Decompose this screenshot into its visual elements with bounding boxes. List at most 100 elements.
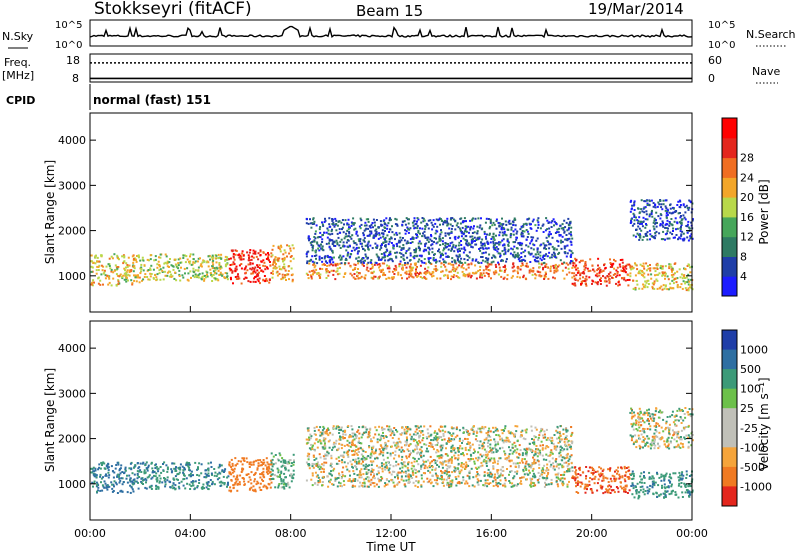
range-gate-cell xyxy=(217,257,220,260)
range-gate-cell xyxy=(547,277,550,280)
range-gate-cell xyxy=(455,484,458,487)
range-gate-cell xyxy=(565,427,568,429)
range-gate-cell xyxy=(368,234,371,237)
range-gate-cell xyxy=(310,244,313,246)
range-gate-cell xyxy=(186,258,189,261)
range-gate-cell xyxy=(419,434,422,437)
range-gate-cell xyxy=(645,262,648,265)
range-gate-cell xyxy=(112,277,115,280)
range-gate-cell xyxy=(219,485,222,487)
range-gate-cell xyxy=(501,250,504,253)
range-gate-cell xyxy=(509,449,512,452)
range-gate-cell xyxy=(657,273,660,276)
range-gate-cell xyxy=(405,230,408,233)
range-gate-cell xyxy=(557,485,560,488)
range-gate-cell xyxy=(367,240,370,243)
range-gate-cell xyxy=(262,264,265,267)
range-gate-cell xyxy=(687,289,690,292)
range-gate-cell xyxy=(104,474,107,477)
range-gate-cell xyxy=(365,431,368,434)
range-gate-cell xyxy=(429,478,432,481)
range-gate-cell xyxy=(539,475,542,477)
range-gate-cell xyxy=(394,217,397,220)
range-gate-cell xyxy=(146,258,149,261)
range-gate-cell xyxy=(179,257,182,260)
range-gate-cell xyxy=(104,274,107,277)
range-gate-cell xyxy=(545,236,548,239)
range-gate-cell xyxy=(374,433,377,436)
range-gate-cell xyxy=(534,436,537,439)
range-gate-cell xyxy=(645,210,648,213)
range-gate-cell xyxy=(207,481,210,483)
range-gate-cell xyxy=(551,436,554,439)
range-gate-cell xyxy=(383,262,386,265)
range-gate-cell xyxy=(615,275,618,278)
range-gate-cell xyxy=(165,464,168,467)
range-gate-cell xyxy=(664,277,666,280)
range-gate-cell xyxy=(533,244,536,247)
range-gate-cell xyxy=(469,243,472,246)
range-gate-cell xyxy=(205,481,208,484)
range-gate-cell xyxy=(648,204,651,207)
range-gate-cell xyxy=(404,475,407,478)
range-gate-cell xyxy=(562,482,565,485)
range-gate-cell xyxy=(639,263,642,266)
range-gate-cell xyxy=(199,257,201,260)
range-gate-cell xyxy=(312,271,315,274)
range-gate-cell xyxy=(233,470,236,473)
range-gate-cell xyxy=(409,252,412,255)
range-gate-cell xyxy=(154,255,157,258)
range-gate-cell xyxy=(314,449,316,452)
range-gate-cell xyxy=(139,272,142,275)
range-gate-cell xyxy=(566,244,569,247)
range-gate-cell xyxy=(445,470,448,473)
range-gate-cell xyxy=(132,258,135,260)
range-gate-cell xyxy=(209,272,212,275)
range-gate-cell xyxy=(311,465,314,468)
range-gate-cell xyxy=(535,239,538,242)
range-gate-cell xyxy=(315,475,318,478)
cpid-panel: CPID normal (fast) 151 xyxy=(6,84,211,110)
range-gate-cell xyxy=(671,212,674,215)
range-gate-cell xyxy=(545,458,548,461)
range-gate-cell xyxy=(513,475,516,478)
range-gate-cell xyxy=(156,273,159,276)
range-gate-cell xyxy=(572,264,575,267)
range-gate-cell xyxy=(101,489,104,492)
range-gate-cell xyxy=(593,270,596,273)
range-gate-cell xyxy=(99,283,102,286)
range-gate-cell xyxy=(245,271,247,274)
range-gate-cell xyxy=(351,441,354,444)
range-gate-cell xyxy=(291,244,294,247)
range-gate-cell xyxy=(331,243,334,246)
range-gate-cell xyxy=(95,254,97,257)
range-gate-cell xyxy=(113,269,116,272)
range-gate-cell xyxy=(390,473,393,476)
range-gate-cell xyxy=(417,451,420,454)
range-gate-cell xyxy=(284,468,287,471)
range-gate-cell xyxy=(510,233,513,236)
range-gate-cell xyxy=(632,279,635,282)
range-gate-cell xyxy=(581,280,584,283)
range-gate-cell xyxy=(368,445,371,448)
range-gate-cell xyxy=(543,430,546,433)
range-gate-cell xyxy=(123,267,126,270)
range-gate-cell xyxy=(436,483,439,486)
range-gate-cell xyxy=(411,477,414,479)
range-gate-cell xyxy=(169,486,172,489)
range-gate-cell xyxy=(668,211,671,214)
range-gate-cell xyxy=(643,267,646,270)
range-gate-cell xyxy=(578,261,581,264)
range-gate-cell xyxy=(501,470,504,472)
range-gate-cell xyxy=(246,461,249,464)
range-gate-cell xyxy=(195,275,198,278)
range-gate-cell xyxy=(477,427,480,430)
range-gate-cell xyxy=(352,240,355,243)
range-gate-cell xyxy=(386,456,389,459)
range-gate-cell xyxy=(460,257,463,260)
range-gate-cell xyxy=(288,462,291,465)
range-gate-cell xyxy=(451,481,454,484)
range-gate-cell xyxy=(464,230,467,233)
range-gate-cell xyxy=(538,274,541,277)
range-gate-cell xyxy=(584,277,587,280)
